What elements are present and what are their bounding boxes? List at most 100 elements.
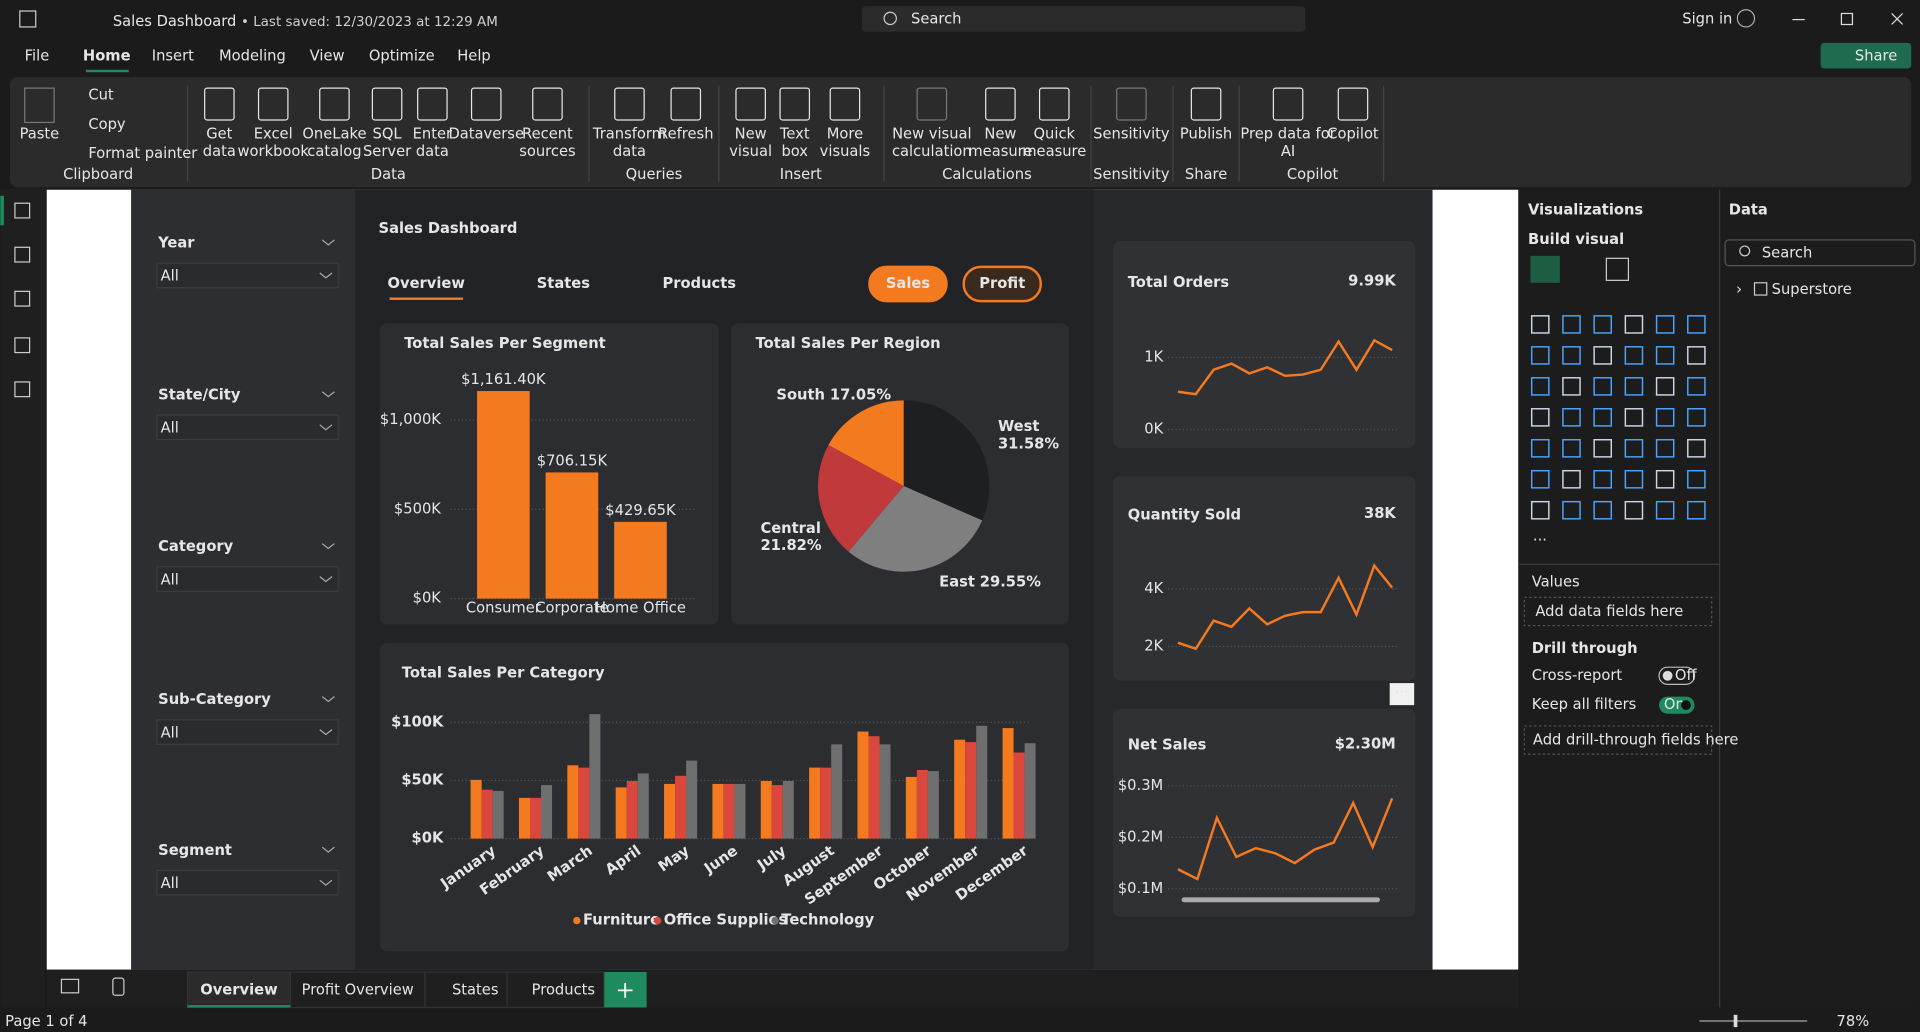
menu-item[interactable]: File — [25, 47, 50, 64]
sign-in[interactable]: Sign in — [1682, 11, 1732, 28]
menu-item[interactable]: Home — [83, 47, 131, 64]
page-nav-tab[interactable]: Products — [662, 275, 736, 292]
ribbon-button-label[interactable]: calculation — [892, 143, 972, 160]
more-options[interactable] — [1389, 683, 1415, 706]
maximize[interactable] — [1840, 12, 1854, 26]
ribbon-icon[interactable] — [1272, 87, 1304, 121]
toggle-button[interactable] — [868, 265, 948, 303]
ribbon-button-label[interactable]: data — [203, 143, 236, 160]
ribbon-icon[interactable] — [829, 87, 861, 121]
ribbon-button-label[interactable]: workbook — [238, 143, 310, 160]
ribbon-button-label[interactable]: Excel — [254, 126, 293, 143]
slicer-dropdown[interactable] — [156, 414, 339, 441]
nav-tmdl[interactable] — [14, 381, 31, 398]
ribbon-button-label[interactable]: More — [827, 126, 863, 143]
ribbon-button-label[interactable]: visuals — [820, 143, 870, 160]
viz-icon[interactable] — [1530, 377, 1550, 396]
viz-icon[interactable] — [1593, 346, 1613, 365]
ribbon-button-label[interactable]: Transform — [592, 126, 666, 143]
viz-icon[interactable] — [1562, 315, 1581, 334]
toggle-button[interactable] — [962, 265, 1043, 303]
ribbon-button-label[interactable]: Sensitivity — [1093, 126, 1170, 143]
ribbon-button-label[interactable]: Paste — [20, 126, 60, 143]
ribbon-button-label[interactable]: Prep data for — [1240, 126, 1336, 143]
viz-icon[interactable] — [1530, 500, 1550, 520]
viz-icon[interactable] — [1530, 315, 1550, 334]
expander[interactable]: › — [1736, 281, 1742, 298]
viz-icon[interactable] — [1562, 438, 1581, 458]
page-tab[interactable] — [506, 971, 605, 1009]
viz-icon[interactable] — [1655, 500, 1675, 520]
viz-icon[interactable] — [1687, 469, 1706, 489]
viz-icon[interactable] — [1624, 438, 1644, 458]
slicer-dropdown[interactable] — [156, 262, 339, 289]
nav-dax[interactable] — [14, 337, 31, 354]
ribbon-icon[interactable] — [204, 87, 235, 121]
nav-report[interactable] — [14, 202, 31, 219]
viz-icon[interactable] — [1624, 500, 1644, 520]
build-tab[interactable] — [1530, 255, 1560, 283]
viz-icon[interactable] — [1593, 408, 1613, 427]
viz-icon[interactable] — [1593, 377, 1613, 396]
viz-icon[interactable] — [1687, 346, 1706, 365]
viz-icon[interactable] — [1593, 469, 1613, 489]
ribbon-icon[interactable] — [24, 87, 55, 124]
page-tab[interactable] — [186, 971, 291, 1009]
ribbon-button-label[interactable]: Dataverse — [448, 126, 524, 143]
viz-icon[interactable] — [1530, 438, 1550, 458]
format-tab[interactable] — [1605, 257, 1630, 281]
slicer-dropdown[interactable] — [156, 566, 339, 592]
desktop-view[interactable] — [60, 978, 80, 994]
viz-icon[interactable] — [1655, 315, 1675, 334]
viz-icon[interactable] — [1624, 377, 1644, 396]
ribbon-button-label[interactable]: Cut — [88, 86, 114, 103]
viz-icon[interactable] — [1687, 500, 1706, 520]
ribbon-button-label[interactable]: data — [613, 143, 646, 160]
viz-icon[interactable] — [1562, 469, 1581, 489]
ribbon-button-label[interactable]: sources — [519, 143, 575, 160]
ribbon-button-label[interactable]: New — [735, 126, 767, 143]
search-box[interactable] — [862, 6, 1306, 32]
ribbon-button-label[interactable]: data — [416, 143, 449, 160]
viz-icon[interactable] — [1687, 408, 1706, 427]
ribbon-button-label[interactable]: box — [781, 143, 808, 160]
viz-icon[interactable] — [1562, 408, 1581, 427]
scrollbar[interactable] — [1181, 897, 1380, 903]
page-tab[interactable] — [289, 971, 426, 1009]
ribbon-button-label[interactable]: Enter — [413, 126, 453, 143]
viz-icon[interactable] — [1530, 408, 1550, 427]
ribbon-button-label[interactable]: Publish — [1180, 126, 1232, 143]
ribbon-button-label[interactable]: Text — [779, 126, 810, 143]
ribbon-button-label[interactable]: Format painter — [88, 145, 198, 162]
save-icon[interactable] — [19, 10, 37, 28]
close[interactable] — [1891, 13, 1904, 25]
ribbon-button-label[interactable]: Refresh — [658, 126, 713, 143]
mobile-view[interactable] — [112, 977, 125, 996]
viz-icon[interactable] — [1562, 346, 1581, 365]
viz-icon[interactable] — [1624, 315, 1644, 334]
menu-item[interactable]: Optimize — [369, 47, 435, 64]
slicer-dropdown[interactable] — [156, 869, 339, 896]
ribbon-icon[interactable] — [614, 87, 645, 121]
viz-icon[interactable] — [1624, 408, 1644, 427]
ribbon-icon[interactable] — [1038, 87, 1070, 121]
nav-table[interactable] — [14, 246, 31, 263]
viz-icon[interactable] — [1593, 438, 1613, 458]
viz-icon[interactable] — [1687, 438, 1706, 458]
menu-item[interactable]: Modeling — [219, 47, 286, 64]
ribbon-icon[interactable] — [670, 87, 702, 121]
ribbon-icon[interactable] — [985, 87, 1016, 121]
ribbon-icon[interactable] — [470, 87, 502, 121]
viz-icon[interactable] — [1562, 377, 1581, 396]
menu-item[interactable]: View — [310, 47, 345, 64]
data-search[interactable] — [1724, 239, 1916, 267]
ribbon-icon[interactable] — [916, 87, 948, 121]
viz-icon[interactable] — [1593, 500, 1613, 520]
viz-icon[interactable] — [1530, 469, 1550, 489]
menu-item[interactable]: Help — [457, 47, 490, 64]
viz-icon[interactable] — [1655, 469, 1675, 489]
nav-model[interactable] — [14, 290, 31, 307]
ribbon-icon[interactable] — [1337, 87, 1369, 121]
ribbon-button-label[interactable]: Quick — [1033, 126, 1075, 143]
ribbon-button-label[interactable]: catalog — [307, 143, 361, 160]
